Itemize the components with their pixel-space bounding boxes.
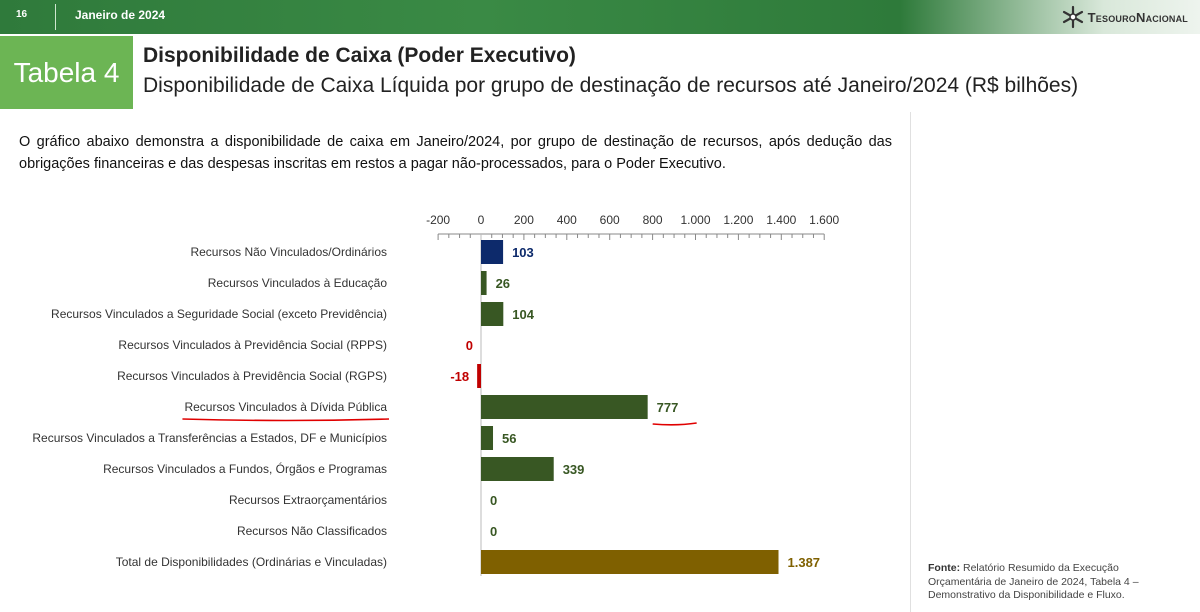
x-tick-label: 800 [643,213,663,227]
x-tick-label: 600 [600,213,620,227]
category-label: Recursos Vinculados a Transferências a E… [32,431,387,445]
bar [481,550,779,574]
source-label: Fonte: [928,562,961,574]
bar [481,457,554,481]
value-label: 339 [563,462,585,477]
bar [481,302,504,326]
x-tick-label: 1.200 [723,213,753,227]
value-label: 0 [490,493,497,508]
value-label: 103 [512,245,534,260]
brand-name: TesouroNacional [1087,9,1188,25]
value-label: 56 [502,431,516,446]
x-tick-label: 1.600 [809,213,839,227]
x-tick-label: 400 [557,213,577,227]
tesouro-star-icon [1062,5,1083,29]
page-title: Disponibilidade de Caixa (Poder Executiv… [143,44,576,67]
x-tick-label: -200 [426,213,450,227]
value-label: 1.387 [788,555,821,570]
category-label: Recursos Vinculados à Previdência Social… [117,369,387,383]
x-tick-label: 1.400 [766,213,796,227]
source-text: Relatório Resumido da Execução Orçamentá… [928,562,1139,601]
value-label: 777 [657,400,679,415]
tesouro-logo: TesouroNacional [1061,4,1188,30]
category-label: Recursos Vinculados a Fundos, Órgãos e P… [103,461,387,476]
source-note: Fonte: Relatório Resumido da Execução Or… [928,562,1168,603]
bar [477,364,481,388]
category-label: Recursos Extraorçamentários [229,493,387,507]
page-number: 16 [16,9,28,20]
category-label: Total de Disponibilidades (Ordinárias e … [116,555,387,569]
report-date: Janeiro de 2024 [75,8,166,22]
x-tick-label: 200 [514,213,534,227]
category-label: Recursos Vinculados a Seguridade Social … [51,307,387,321]
category-label: Recursos Vinculados à Previdência Social… [118,338,387,352]
category-label: Recursos Vinculados à Dívida Pública [184,400,387,414]
bar-chart: -200 0 200 400 600 800 1.000 1.200 1.400 1.600 Rec… [32,213,840,576]
table-tag: Tabela 4 [0,36,133,109]
intro-paragraph: O gráfico abaixo demonstra a disponibili… [19,134,892,172]
banner-divider [55,4,56,30]
value-label: 0 [490,524,497,539]
value-underline [652,422,697,426]
x-tick-label: 1.000 [680,213,710,227]
value-label: 0 [466,338,473,353]
column-divider [910,112,911,612]
bar [481,271,487,295]
bar [481,426,494,450]
highlight-underline [182,418,390,422]
category-label: Recursos Vinculados à Educação [208,276,388,290]
category-label: Recursos Não Classificados [237,524,387,538]
value-label: -18 [450,369,469,384]
top-banner: 16 Janeiro de 2024 [0,0,1200,34]
page-subtitle: Disponibilidade de Caixa Líquida por gru… [143,74,1079,97]
x-tick-label: 0 [478,213,485,227]
bar [481,395,648,419]
bar [481,240,504,264]
value-label: 104 [512,307,534,322]
category-label: Recursos Não Vinculados/Ordinários [190,245,387,259]
value-label: 26 [496,276,510,291]
